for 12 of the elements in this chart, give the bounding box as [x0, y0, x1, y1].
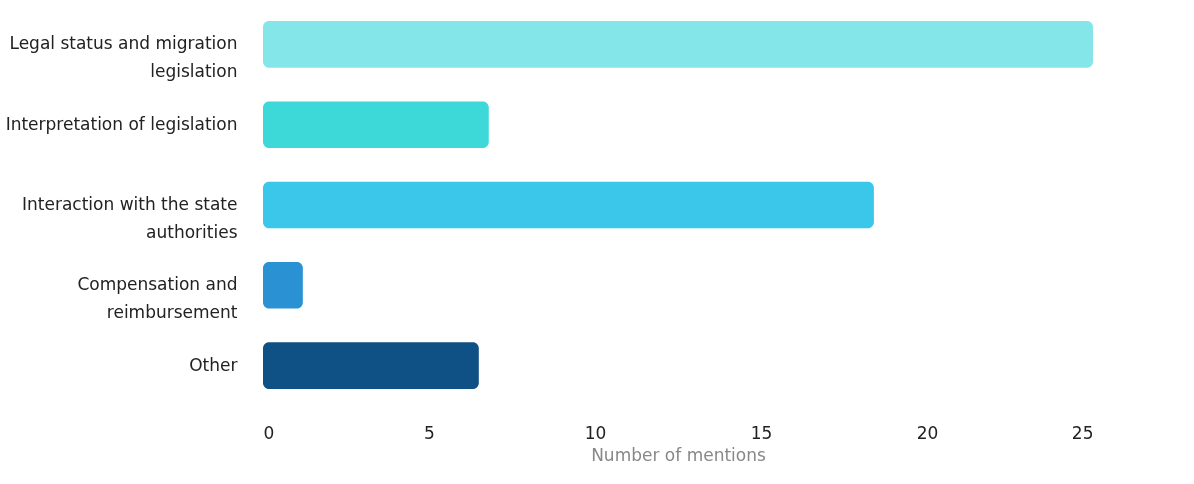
y-tick-label: Compensation and reimbursement [77, 274, 238, 323]
x-tick-label: 0 [263, 422, 275, 443]
y-tick-label: Legal status and migration legislation [9, 33, 238, 82]
y-tick-label: Interaction with the state authorities [22, 194, 238, 242]
y-tick-label: Interpretation of legislation [5, 113, 238, 134]
x-tick-label: 25 [1071, 422, 1094, 443]
x-axis-title: Number of mentions [591, 444, 766, 465]
x-tick-label: 10 [584, 422, 607, 443]
x-tick-label: 15 [750, 422, 773, 443]
x-tick-label: 5 [424, 422, 435, 443]
x-tick-label: 20 [916, 422, 939, 443]
y-tick-label: Other [189, 354, 238, 375]
